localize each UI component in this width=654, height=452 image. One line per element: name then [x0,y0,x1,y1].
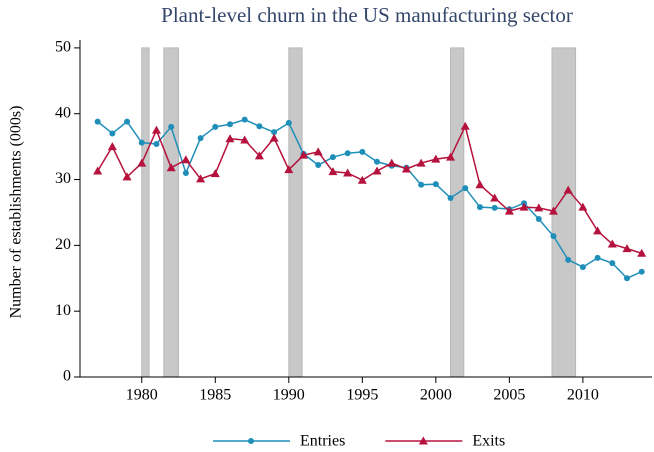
circle-marker [248,438,254,444]
circle-marker [329,154,336,161]
triangle-marker [416,158,426,167]
x-tick-label: 2005 [493,387,525,404]
circle-marker [609,260,616,267]
triangle-marker [93,166,103,175]
circle-marker [256,123,263,130]
circle-marker [153,140,160,147]
recession-band [450,47,465,378]
triangle-marker [181,155,191,164]
circle-marker [476,204,483,211]
y-tick-label: 40 [55,104,71,121]
circle-marker [109,130,116,137]
circle-marker [285,119,292,126]
circle-marker [374,158,381,165]
y-tick-label: 10 [55,302,71,319]
triangle-marker [299,150,309,159]
triangle-marker [418,436,428,445]
recession-band [163,47,180,378]
triangle-marker [446,152,456,161]
circle-marker [315,162,322,169]
triangle-marker [431,154,441,163]
circle-marker [624,275,631,282]
circle-marker [124,118,131,125]
triangle-marker [504,206,514,215]
triangle-marker [328,167,338,176]
x-tick-label: 1990 [273,387,305,404]
triangle-marker [137,158,147,167]
circle-marker [359,148,366,155]
circle-marker [432,181,439,188]
circle-marker [271,129,278,136]
circle-marker [138,139,145,146]
triangle-marker [107,142,117,151]
circle-marker [94,118,101,125]
circle-marker [579,264,586,271]
triangle-marker [343,168,353,177]
triangle-marker [387,158,397,167]
circle-marker [638,268,645,275]
circle-marker [447,194,454,201]
triangle-marker [593,226,603,235]
circle-marker [594,254,601,261]
triangle-marker [166,163,176,172]
triangle-marker [534,203,544,212]
circle-marker [418,181,425,188]
x-tick-label: 2000 [420,387,452,404]
triangle-marker [210,169,220,178]
x-tick-label: 1985 [199,387,231,404]
circle-marker [226,121,233,128]
series-line [97,118,643,280]
triangle-marker [460,121,470,130]
triangle-marker [622,244,632,253]
circle-marker [182,169,189,176]
circle-marker [344,150,351,157]
triangle-marker [225,134,235,143]
circle-marker [212,123,219,130]
triangle-marker [196,174,206,183]
triangle-marker [357,175,367,184]
y-tick-label: 50 [55,39,71,56]
triangle-marker [372,166,382,175]
triangle-marker [284,165,294,174]
triangle-marker [151,125,161,134]
triangle-marker [475,180,485,189]
legend-label: Exits [472,433,505,450]
recession-band [288,47,303,378]
circle-marker [168,123,175,130]
triangle-marker [548,206,558,215]
y-tick-label: 30 [55,170,71,187]
x-tick-label: 2010 [567,387,599,404]
triangle-marker [254,151,264,160]
legend-label: Entries [300,433,345,450]
triangle-marker [269,133,279,142]
x-tick-label: 1995 [346,387,378,404]
triangle-marker [490,193,500,202]
y-axis-label: Number of establishments (000s) [8,106,25,319]
circle-marker [197,135,204,142]
circle-marker [535,216,542,223]
circle-marker [550,233,557,240]
triangle-marker [313,147,323,156]
recession-band [141,47,150,378]
triangle-marker [578,202,588,211]
x-tick-label: 1980 [126,387,158,404]
circle-marker [462,185,469,192]
circle-marker [241,116,248,123]
triangle-marker [607,239,617,248]
triangle-marker [637,248,647,257]
circle-marker [491,204,498,211]
y-tick-label: 20 [55,236,71,253]
triangle-marker [122,172,132,181]
circle-marker [565,256,572,263]
triangle-marker [401,164,411,173]
y-tick-label: 0 [63,368,71,385]
chart-title: Plant-level churn in the US manufacturin… [161,3,573,27]
triangle-marker [519,202,529,211]
triangle-marker [563,185,573,194]
triangle-marker [240,135,250,144]
